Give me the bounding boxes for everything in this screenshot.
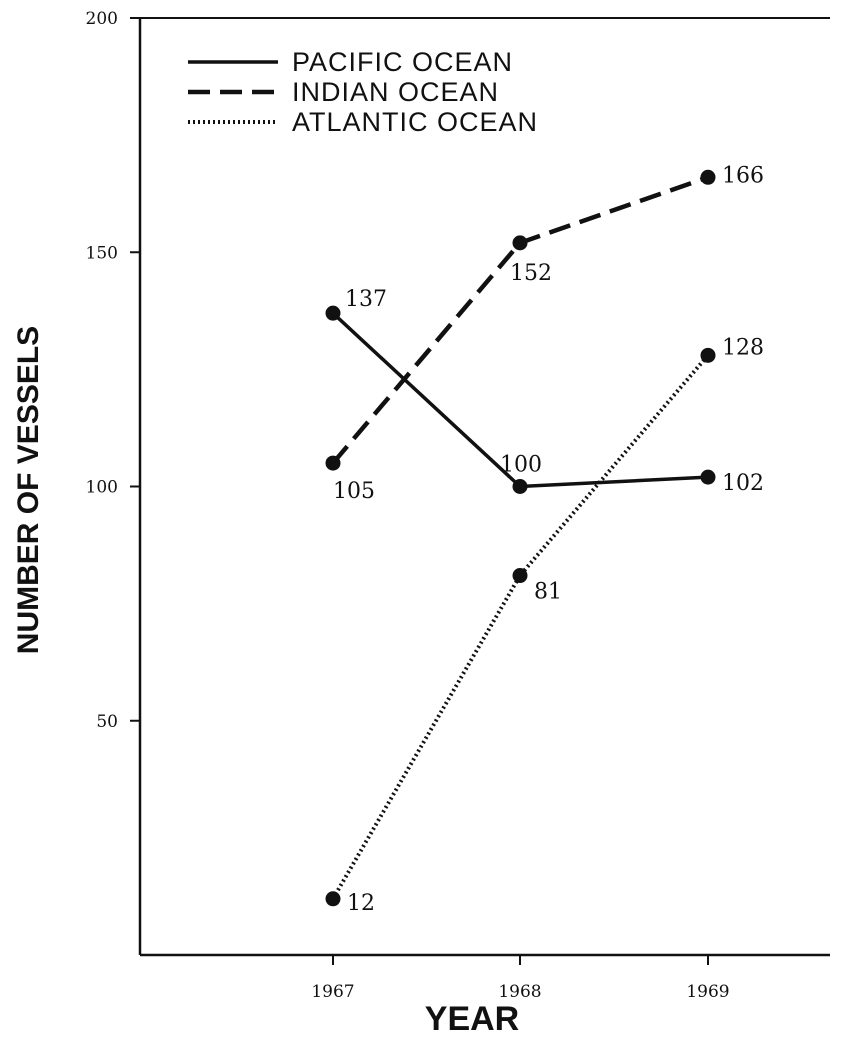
- x-tick-label: 1968: [498, 982, 541, 1002]
- data-labels: 137 100 102 105 152 166 12 81 128: [333, 163, 764, 915]
- y-tick-label: 100: [86, 478, 118, 498]
- data-label: 12: [347, 891, 375, 916]
- data-point: [512, 568, 528, 584]
- series-points: [325, 169, 716, 907]
- data-point: [700, 469, 716, 485]
- x-axis-title: YEAR: [425, 1000, 519, 1038]
- data-point: [512, 479, 528, 494]
- data-label: 137: [345, 287, 387, 312]
- x-tick-label: 1967: [311, 982, 354, 1002]
- data-point: [512, 235, 528, 251]
- data-label: 81: [534, 580, 562, 605]
- data-label: 152: [510, 261, 552, 286]
- data-point: [325, 305, 341, 321]
- legend-entry: INDIAN OCEAN: [292, 77, 499, 107]
- y-ticks: 200 150 100 50: [86, 9, 140, 732]
- series-line-atlantic: [331, 354, 710, 900]
- data-point: [325, 891, 341, 907]
- data-point: [325, 455, 341, 471]
- legend-entry: PACIFIC OCEAN: [292, 47, 513, 77]
- x-ticks: 1967 1968 1969: [311, 955, 730, 1002]
- data-label: 105: [333, 479, 375, 504]
- series-line-indian: [331, 175, 709, 465]
- y-tick-label: 150: [86, 243, 118, 263]
- y-tick-label: 200: [86, 9, 118, 29]
- y-axis-title: NUMBER OF VESSELS: [12, 326, 45, 654]
- data-point: [700, 347, 716, 363]
- data-point: [700, 169, 716, 185]
- y-tick-label: 50: [96, 712, 118, 732]
- data-label: 102: [722, 471, 764, 496]
- data-label: 166: [722, 163, 764, 188]
- legend-entry: ATLANTIC OCEAN: [292, 107, 538, 137]
- x-tick-label: 1969: [686, 982, 729, 1002]
- data-label: 128: [722, 335, 764, 360]
- data-label: 100: [500, 453, 542, 478]
